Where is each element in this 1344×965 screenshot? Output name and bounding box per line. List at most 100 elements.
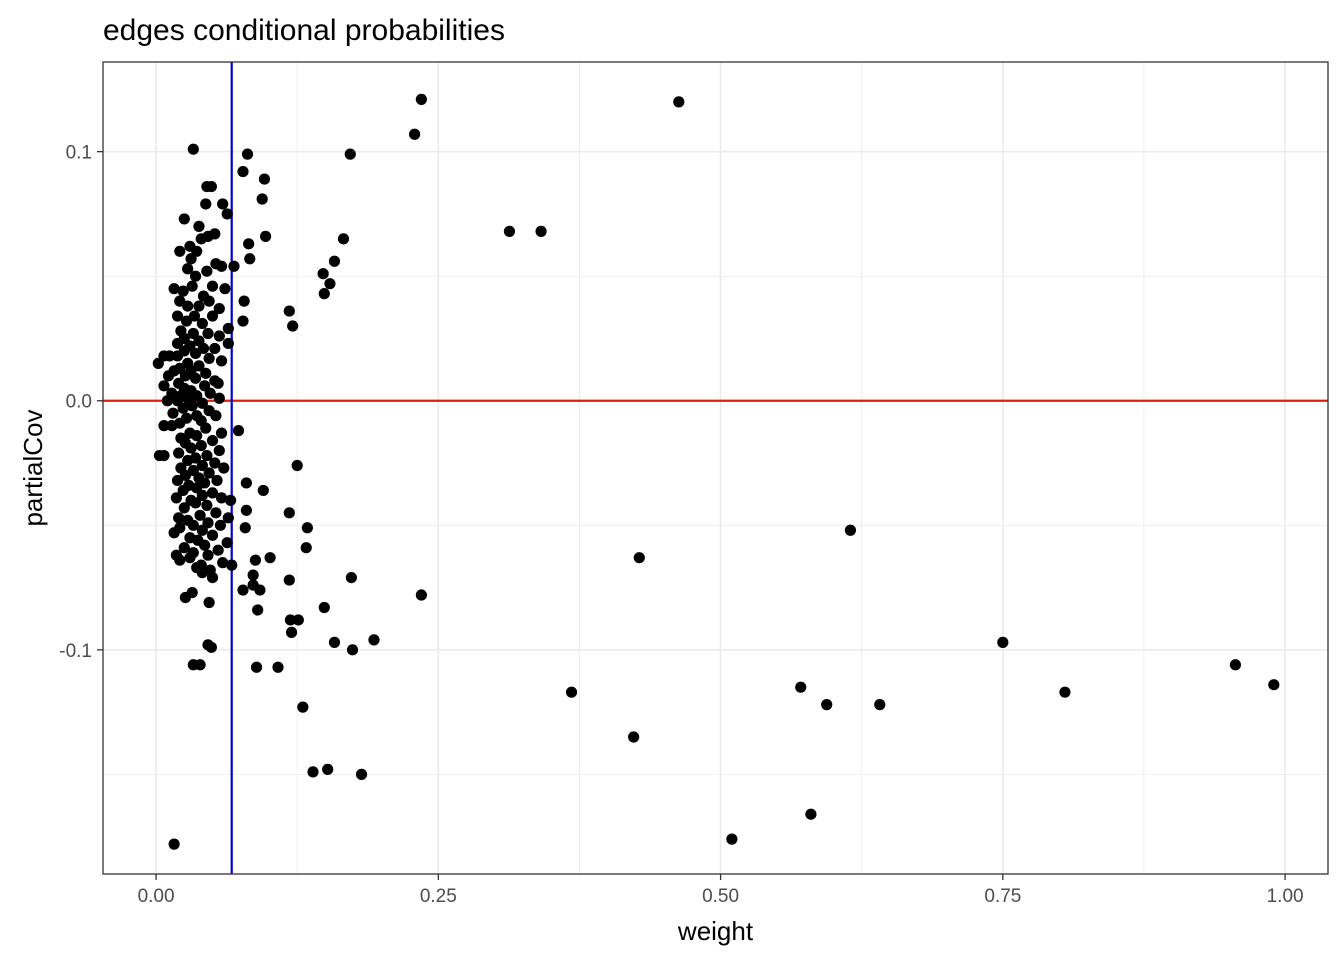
data-point [344,148,356,160]
data-point [243,238,255,250]
data-point [997,636,1009,648]
data-point [317,268,329,280]
data-point [250,661,263,673]
data-point [726,833,738,845]
data-point [212,377,224,389]
data-point [196,459,208,472]
data-point [297,701,309,713]
x-axis-title: weight [677,916,754,946]
data-point [322,763,334,775]
data-point [201,499,213,511]
data-point [189,270,202,282]
data-point [179,370,192,382]
data-point [219,283,231,295]
data-point [217,198,229,210]
data-point [171,474,184,487]
data-point [221,537,233,549]
data-point [209,457,221,469]
data-point [328,255,341,267]
data-point [633,552,645,564]
data-point [168,283,180,295]
data-point [201,265,213,277]
data-point [254,584,266,596]
data-point [196,524,208,536]
data-point [301,522,313,534]
y-tick-label: -0.1 [59,641,92,662]
data-point [239,522,251,534]
data-point [247,569,259,581]
data-point [178,542,190,554]
data-point [346,644,359,656]
data-point [215,427,228,439]
data-point [237,315,249,327]
data-point [185,253,197,265]
x-axis-ticks: 0.00 0.25 0.50 0.75 1.00 [138,874,1304,907]
data-point [237,584,249,596]
grid [103,62,1328,874]
data-point [307,766,319,778]
data-point [161,395,173,407]
data-point [226,559,238,571]
x-tick-label: 0.75 [984,886,1021,907]
data-point [228,260,240,272]
data-point [196,317,208,330]
x-tick-label: 0.25 [420,886,457,907]
data-point [180,315,193,327]
data-point [177,285,189,297]
data-point [158,449,170,462]
data-point [167,407,179,419]
data-point [203,596,215,609]
data-point [185,442,197,454]
data-point [415,93,427,105]
data-point [177,402,189,414]
data-point [503,225,516,237]
data-point [211,474,223,487]
data-point [415,589,427,601]
data-point [189,497,202,509]
data-point [174,245,186,257]
data-point [213,392,225,404]
data-point [203,352,215,365]
data-point [196,397,208,409]
data-point [221,208,233,220]
data-point [217,557,229,569]
data-point [182,263,194,275]
y-tick-label: 0.0 [66,392,92,413]
data-point [215,355,228,367]
data-point [213,444,225,457]
data-point [355,768,368,780]
data-point [409,128,421,140]
data-point [193,220,205,232]
data-point [210,410,222,422]
data-point [182,454,194,467]
data-point [184,552,196,564]
data-point [222,337,234,350]
data-point [158,420,170,432]
data-point [795,681,807,693]
data-point [264,552,276,564]
data-point [189,372,202,384]
x-tick-label: 0.00 [138,886,175,907]
data-point [218,462,230,474]
data-point [194,509,206,521]
data-point [162,370,175,382]
data-point [210,507,222,519]
data-point [202,327,214,340]
data-point [171,310,184,322]
data-point [215,492,228,504]
data-point [292,614,304,626]
data-point [174,554,186,566]
data-point [238,295,250,307]
data-point [215,260,228,272]
data-point [196,567,208,579]
data-point [206,435,219,447]
data-point [206,310,219,322]
data-point [187,143,199,155]
data-point [257,484,269,497]
data-point [202,549,214,561]
data-point [222,512,234,524]
data-point [205,641,217,653]
data-point [205,180,217,193]
